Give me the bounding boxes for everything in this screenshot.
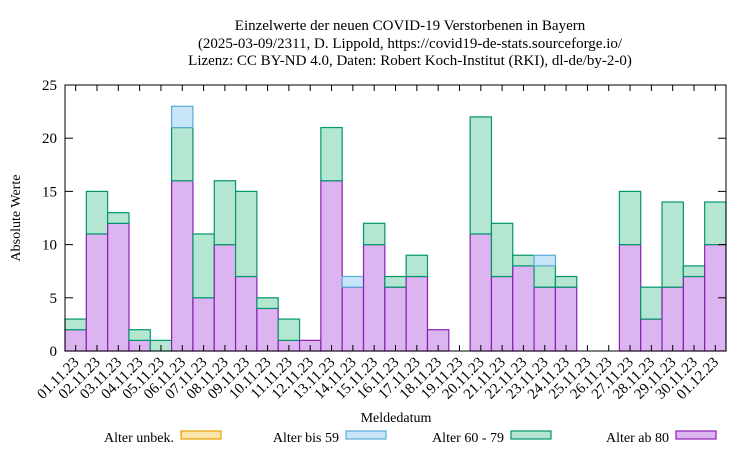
bar-alter-ab-80-24.11.23 (554, 286, 578, 352)
bar-alter-bis-59-14.11.23 (341, 275, 365, 288)
legend-label: Alter unbek. (104, 431, 174, 446)
bar-alter-60-79-06.11.23 (171, 126, 194, 182)
bar-alter-60-79-04.11.23 (128, 329, 151, 341)
bar-alter-60-79-30.11.23 (682, 265, 706, 278)
bar-alter-ab-80-06.11.23 (171, 180, 194, 352)
bar-alter-ab-80-15.11.23 (362, 244, 386, 352)
bar-alter-60-79-03.11.23 (107, 212, 130, 224)
title-line-2: (2025-03-09/2311, D. Lippold, https://co… (198, 36, 623, 52)
y-tick-label: 5 (50, 291, 58, 307)
bar-alter-ab-80-27.11.23 (618, 244, 642, 352)
bar-alter-60-79-21.11.23 (490, 222, 514, 278)
bar-alter-ab-80-22.11.23 (512, 265, 535, 352)
bar-alter-bis-59-23.11.23 (533, 254, 557, 267)
bar-alter-ab-80-23.11.23 (533, 286, 557, 352)
bar-alter-60-79-01.11.23 (64, 318, 87, 331)
y-tick-label: 0 (50, 344, 58, 360)
bar-alter-ab-80-14.11.23 (341, 286, 365, 352)
bar-alter-ab-80-20.11.23 (469, 233, 493, 352)
x-ticks: 01.11.2302.11.2303.11.2304.11.2305.11.23… (34, 85, 722, 403)
bar-alter-60-79-10.11.23 (256, 297, 279, 310)
bars-group (64, 105, 727, 352)
legend-label: Alter bis 59 (273, 431, 339, 446)
x-axis-label: Meldedatum (361, 411, 432, 426)
y-tick-label: 15 (42, 184, 57, 200)
bar-alter-60-79-09.11.23 (234, 190, 258, 278)
bar-alter-60-79-16.11.23 (384, 275, 407, 288)
bar-alter-ab-80-21.11.23 (490, 275, 514, 352)
bar-alter-60-79-01.12.23 (704, 201, 727, 246)
bar-alter-60-79-24.11.23 (554, 275, 578, 288)
bar-alter-60-79-15.11.23 (362, 222, 386, 246)
bar-alter-60-79-23.11.23 (533, 265, 557, 288)
bar-alter-bis-59-06.11.23 (171, 105, 194, 129)
bar-alter-60-79-02.11.23 (85, 190, 109, 235)
legend-swatch (675, 430, 717, 440)
bar-alter-ab-80-30.11.23 (682, 275, 706, 352)
y-tick-label: 10 (42, 238, 57, 254)
y-tick-label: 20 (42, 131, 57, 147)
bar-alter-60-79-17.11.23 (405, 254, 429, 278)
title-line-3: Lizenz: CC BY-ND 4.0, Daten: Robert Koch… (188, 53, 632, 69)
bar-alter-60-79-11.11.23 (277, 318, 301, 341)
legend-swatch (345, 430, 387, 440)
bar-alter-60-79-27.11.23 (618, 190, 642, 246)
title-line-1: Einzelwerte der neuen COVID-19 Verstorbe… (235, 18, 586, 34)
legend-swatch (180, 430, 222, 440)
bar-alter-ab-80-17.11.23 (405, 275, 429, 352)
bar-alter-ab-80-29.11.23 (661, 286, 684, 352)
legend-swatch (510, 430, 552, 440)
bar-alter-60-79-29.11.23 (661, 201, 684, 288)
bar-alter-60-79-13.11.23 (320, 126, 343, 182)
legend-label: Alter ab 80 (606, 431, 669, 446)
y-tick-label: 25 (42, 78, 57, 94)
bar-alter-ab-80-13.11.23 (320, 180, 343, 352)
legend-label: Alter 60 - 79 (432, 431, 504, 446)
bar-alter-ab-80-02.11.23 (85, 233, 109, 352)
bar-alter-60-79-20.11.23 (469, 116, 493, 235)
bar-alter-60-79-28.11.23 (640, 286, 663, 320)
chart-title: Einzelwerte der neuen COVID-19 Verstorbe… (188, 18, 632, 69)
bar-alter-60-79-22.11.23 (512, 254, 535, 267)
bar-alter-ab-80-10.11.23 (256, 307, 279, 352)
plot-frame (64, 84, 727, 352)
bar-alter-ab-80-03.11.23 (107, 222, 130, 352)
bar-alter-60-79-07.11.23 (192, 233, 215, 299)
legend: Alter unbek. Alter bis 59 Alter 60 - 79 Alt… (104, 430, 717, 446)
bar-alter-ab-80-16.11.23 (384, 286, 407, 352)
bar-alter-60-79-08.11.23 (213, 180, 237, 246)
y-ticks: 0 5 10 15 20 25 (42, 78, 726, 360)
bar-alter-ab-80-08.11.23 (213, 244, 237, 352)
bar-alter-ab-80-07.11.23 (192, 297, 215, 352)
bar-alter-ab-80-09.11.23 (234, 275, 258, 352)
y-axis-label: Absolute Werte (9, 175, 24, 262)
